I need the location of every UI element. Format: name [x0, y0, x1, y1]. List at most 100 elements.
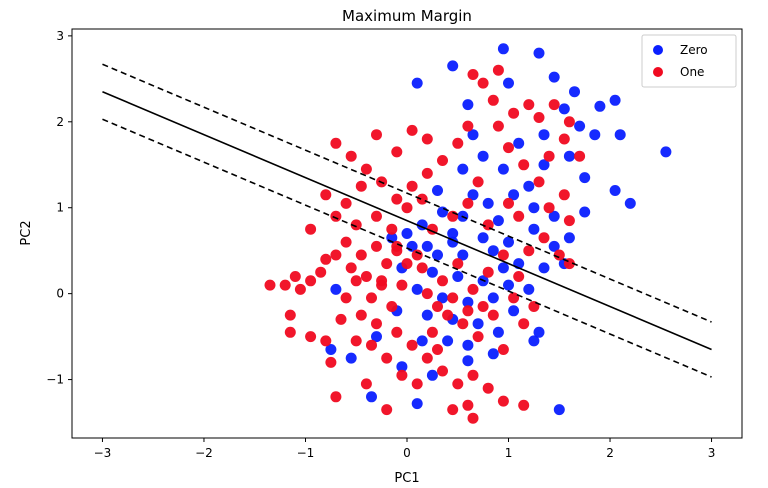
data-point-one: [447, 292, 459, 304]
x-tick-label: −1: [297, 446, 315, 460]
data-point-one: [345, 150, 357, 162]
data-point-zero: [503, 236, 514, 248]
data-point-zero: [528, 223, 540, 235]
data-point-one: [355, 249, 367, 261]
data-point-one: [391, 146, 403, 158]
data-point-one: [477, 77, 489, 89]
data-point-zero: [609, 185, 621, 196]
data-point-one: [543, 150, 555, 162]
data-point-zero: [416, 335, 428, 347]
x-tick-label: 1: [505, 446, 513, 460]
data-point-one: [497, 249, 509, 261]
data-point-one: [350, 219, 362, 231]
data-point-one: [462, 399, 474, 411]
data-point-one: [492, 64, 504, 76]
data-point-one: [305, 223, 317, 235]
data-point-one: [426, 326, 438, 338]
data-point-one: [305, 275, 317, 287]
data-point-one: [538, 232, 550, 244]
data-point-one: [513, 271, 525, 282]
data-point-one: [386, 223, 398, 235]
data-point-zero: [442, 335, 454, 347]
data-point-zero: [447, 60, 459, 72]
data-point-zero: [624, 197, 636, 209]
data-point-zero: [482, 197, 494, 209]
data-point-zero: [467, 189, 479, 201]
data-point-one: [411, 249, 423, 261]
data-point-zero: [487, 292, 499, 304]
legend-marker-one: [653, 67, 663, 77]
data-point-one: [284, 309, 296, 321]
data-point-one: [432, 344, 443, 355]
data-point-one: [360, 271, 372, 282]
data-point-zero: [528, 335, 540, 347]
data-point-one: [391, 240, 403, 252]
data-point-one: [396, 369, 408, 381]
data-point-one: [391, 326, 403, 338]
data-point-one: [330, 210, 342, 222]
y-tick-label: 2: [56, 115, 64, 129]
data-point-one: [355, 180, 367, 192]
data-point-one: [472, 176, 484, 188]
data-point-one: [391, 193, 403, 205]
data-point-one: [548, 99, 560, 111]
data-point-zero: [548, 210, 560, 222]
data-point-zero: [457, 163, 469, 175]
data-point-zero: [579, 206, 591, 218]
x-tick-label: −2: [195, 446, 213, 460]
data-point-one: [437, 155, 448, 166]
data-point-zero: [553, 404, 565, 416]
data-point-zero: [563, 150, 575, 162]
data-point-zero: [508, 189, 520, 201]
data-point-one: [563, 116, 575, 128]
data-point-zero: [447, 228, 459, 239]
y-axis: −1 0 1 2 3: [46, 29, 72, 387]
data-point-one: [518, 159, 530, 171]
data-point-one: [264, 279, 276, 291]
data-point-one: [416, 193, 428, 205]
data-point-one: [320, 253, 332, 265]
data-point-one: [472, 331, 484, 343]
data-point-one: [467, 369, 479, 381]
data-point-one: [371, 210, 382, 222]
data-point-one: [503, 197, 514, 209]
data-point-zero: [462, 99, 474, 111]
data-point-one: [386, 301, 398, 312]
data-point-zero: [426, 369, 438, 381]
data-point-one: [508, 292, 520, 304]
y-tick-label: −1: [46, 373, 64, 387]
data-point-one: [340, 197, 352, 209]
data-point-zero: [523, 180, 535, 192]
decision-boundary-line: [102, 90, 712, 351]
data-point-one: [421, 352, 433, 364]
data-point-zero: [523, 283, 535, 295]
lower-margin-line: [102, 118, 712, 378]
data-point-one: [467, 412, 479, 424]
data-point-one: [553, 249, 565, 261]
data-point-zero: [477, 150, 489, 162]
data-point-zero: [533, 326, 545, 338]
data-point-one: [492, 120, 504, 132]
x-tick-label: 0: [403, 446, 411, 460]
data-point-zero: [421, 240, 433, 252]
data-point-zero: [538, 129, 550, 141]
data-point-zero: [538, 159, 550, 171]
data-point-one: [381, 404, 393, 416]
data-point-zero: [497, 262, 509, 274]
data-point-one: [305, 331, 317, 343]
x-tick-label: 3: [708, 446, 716, 460]
data-point-zero: [437, 206, 448, 218]
data-point-zero: [548, 240, 560, 252]
data-point-zero: [548, 71, 560, 83]
data-point-zero: [477, 232, 489, 244]
data-point-one: [340, 236, 352, 248]
data-point-zero: [472, 318, 484, 330]
data-point-one: [371, 240, 382, 252]
data-point-one: [381, 258, 393, 270]
data-point-one: [320, 189, 332, 201]
y-axis-title: PC2: [19, 220, 34, 245]
data-point-zero: [492, 215, 504, 227]
data-point-one: [371, 129, 382, 141]
data-point-one: [432, 301, 443, 312]
data-point-zero: [366, 391, 377, 403]
